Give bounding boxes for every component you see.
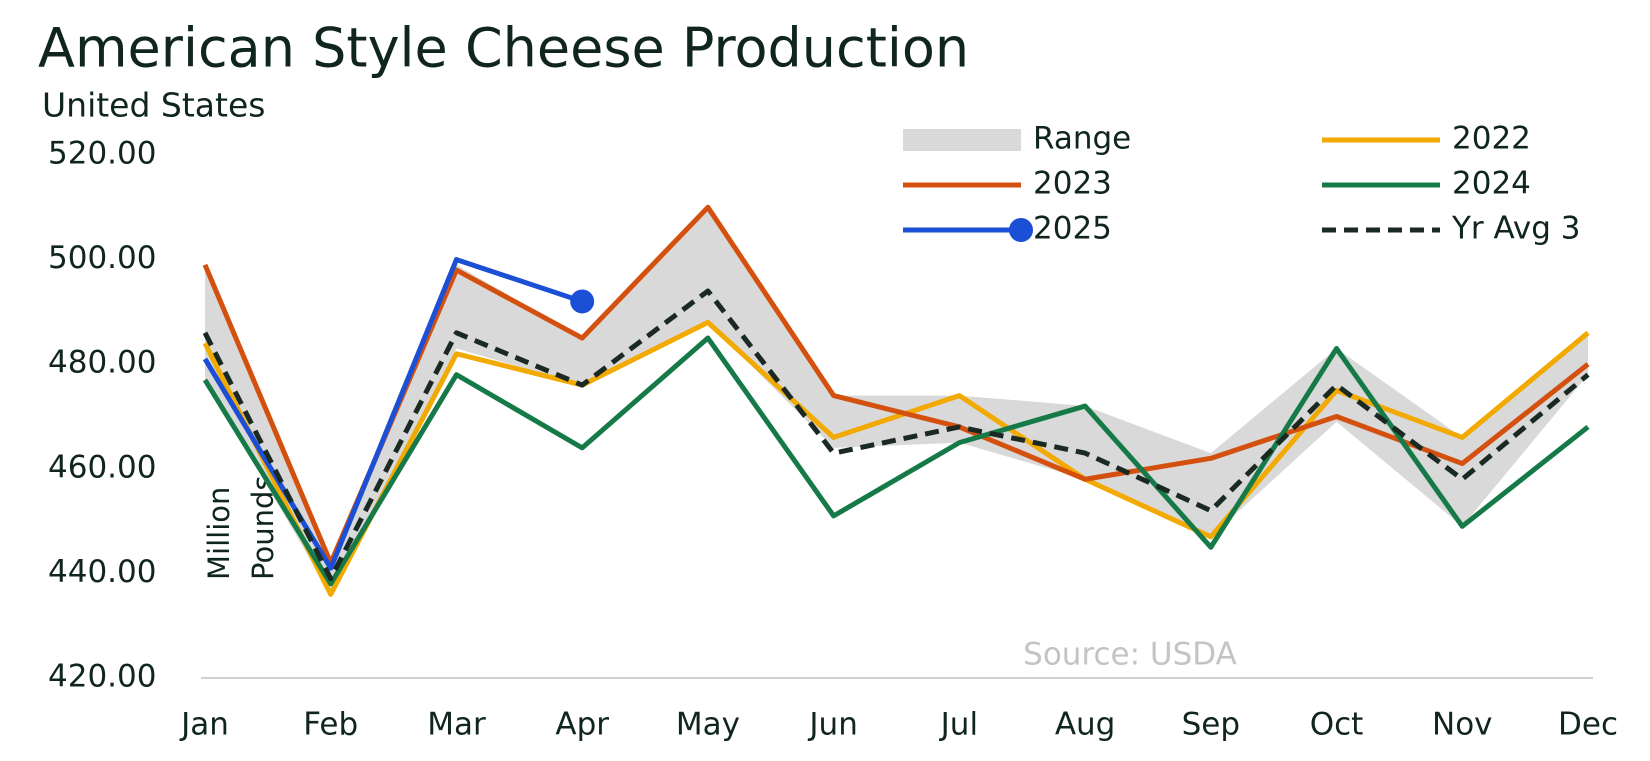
chart-subtitle: United States (42, 86, 265, 125)
x-tick-label: Sep (1182, 707, 1240, 743)
x-tick-label: Jan (179, 707, 229, 743)
legend-label: 2024 (1452, 166, 1531, 202)
series-marker (570, 289, 595, 314)
x-tick-label: Aug (1055, 707, 1116, 743)
legend-label: 2025 (1033, 211, 1112, 247)
x-tick-label: Nov (1432, 707, 1493, 743)
series-line (202, 335, 1590, 587)
series-line (202, 288, 1590, 582)
y-tick-label: 500.00 (48, 240, 156, 276)
y-axis-label: Million (202, 487, 236, 580)
x-tick-label: Dec (1558, 707, 1618, 743)
x-tick-label: Jul (939, 707, 978, 743)
range-band (205, 207, 1588, 595)
source-note: Source: USDA (1023, 637, 1237, 673)
y-tick-label: 480.00 (48, 345, 156, 381)
y-tick-label: 520.00 (48, 136, 156, 172)
y-tick-label: 440.00 (48, 554, 156, 590)
x-tick-label: Feb (303, 707, 358, 743)
series-line (202, 257, 583, 571)
x-tick-label: Jun (807, 707, 857, 743)
series-line (202, 204, 1590, 566)
x-tick-label: Oct (1310, 707, 1364, 743)
y-tick-label: 420.00 (48, 659, 156, 695)
x-tick-label: Apr (555, 707, 609, 743)
chart-title: American Style Cheese Production (38, 17, 969, 80)
x-tick-label: May (676, 707, 740, 743)
legend-label: Range (1033, 121, 1131, 157)
legend-label: Yr Avg 3 (1451, 211, 1581, 247)
legend-label: 2022 (1452, 121, 1531, 157)
y-tick-label: 460.00 (48, 449, 156, 485)
series-line (202, 319, 1590, 597)
legend-label: 2023 (1033, 166, 1112, 202)
x-tick-label: Mar (427, 707, 486, 743)
legend-swatch (903, 129, 1021, 151)
legend-marker (1009, 218, 1033, 242)
